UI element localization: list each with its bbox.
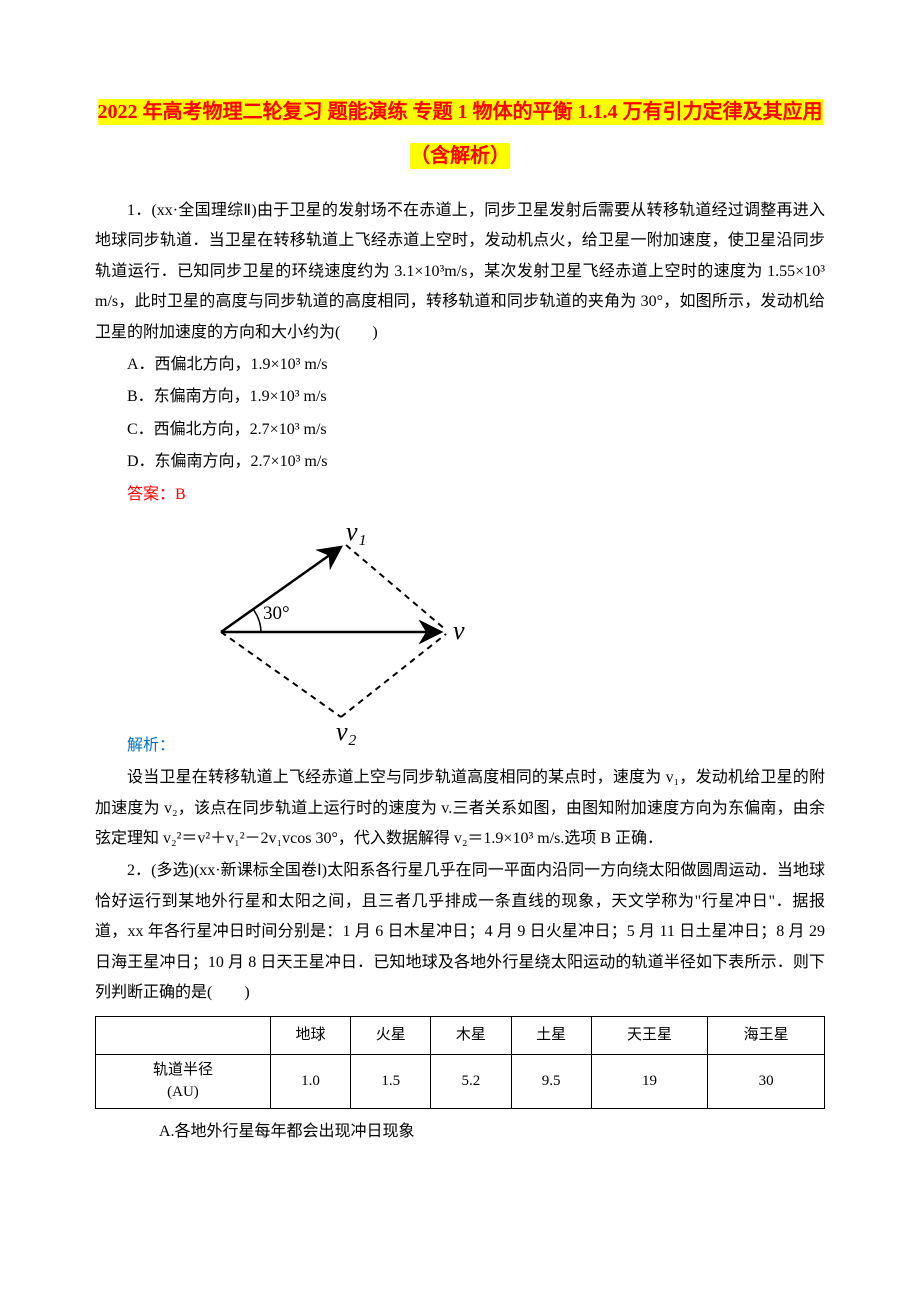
- table-row-header: 轨道半径(AU): [96, 1054, 271, 1108]
- q2-stem: 2．(多选)(xx·新课标全国卷Ⅰ)太阳系各行星几乎在同一平面内沿同一方向绕太阳…: [95, 856, 825, 1008]
- v1-label: v₁: [346, 517, 367, 546]
- q1-option-a: A．西偏北方向，1.9×10³ m/s: [95, 350, 825, 380]
- table-col-jupiter: 木星: [431, 1017, 511, 1055]
- table-col-uranus: 天王星: [591, 1017, 708, 1055]
- q1-explanation-label: 解析：: [95, 731, 175, 761]
- q2-option-a: A.各地外行星每年都会出现冲日现象: [95, 1117, 825, 1147]
- table-col-saturn: 土星: [511, 1017, 591, 1055]
- table-val-mars: 1.5: [351, 1054, 431, 1108]
- vector-diagram: v₁ v₂ v 30°: [191, 517, 491, 758]
- angle-arc: [253, 609, 261, 632]
- orbit-radius-table: 地球 火星 木星 土星 天王星 海王星 轨道半径(AU) 1.0 1.5 5.2…: [95, 1016, 825, 1109]
- q1-answer: 答案：B: [95, 480, 825, 510]
- table-val-neptune: 30: [708, 1054, 825, 1108]
- table-col-earth: 地球: [270, 1017, 350, 1055]
- table-val-jupiter: 5.2: [431, 1054, 511, 1108]
- table-val-saturn: 9.5: [511, 1054, 591, 1108]
- q1-option-d: D．东偏南方向，2.7×10³ m/s: [95, 447, 825, 477]
- q1-option-c: C．西偏北方向，2.7×10³ m/s: [95, 415, 825, 445]
- dashed-bottom: [341, 634, 446, 717]
- v2-vector: [221, 632, 341, 717]
- table-data-row: 轨道半径(AU) 1.0 1.5 5.2 9.5 19 30: [96, 1054, 825, 1108]
- angle-label: 30°: [263, 603, 290, 624]
- q1-option-b: B．东偏南方向，1.9×10³ m/s: [95, 382, 825, 412]
- q1-stem: 1．(xx·全国理综Ⅱ)由于卫星的发射场不在赤道上，同步卫星发射后需要从转移轨道…: [95, 196, 825, 348]
- table-val-earth: 1.0: [270, 1054, 350, 1108]
- table-corner-cell: [96, 1017, 271, 1055]
- table-col-neptune: 海王星: [708, 1017, 825, 1055]
- q1-explanation: 设当卫星在转移轨道上飞经赤道上空与同步轨道高度相同的某点时，速度为 v₁，发动机…: [95, 763, 825, 854]
- document-title: 2022 年高考物理二轮复习 题能演练 专题 1 物体的平衡 1.1.4 万有引…: [95, 90, 825, 178]
- table-val-uranus: 19: [591, 1054, 708, 1108]
- dashed-top: [346, 545, 446, 630]
- v-label: v: [453, 616, 465, 645]
- table-header-row: 地球 火星 木星 土星 天王星 海王星: [96, 1017, 825, 1055]
- v2-label: v₂: [336, 717, 357, 746]
- table-col-mars: 火星: [351, 1017, 431, 1055]
